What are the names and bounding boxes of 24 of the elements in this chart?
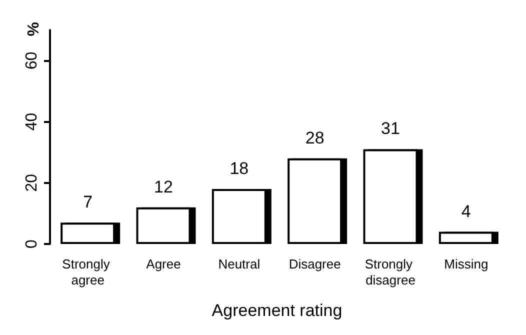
data-label: 4 [461,202,471,221]
bar [438,232,494,244]
data-label: 12 [154,177,173,196]
x-tick-label: Missing [444,256,488,272]
y-axis-title: % [26,22,42,36]
bar [136,207,191,244]
x-tick-label: Agree [146,256,181,272]
data-label: 7 [83,192,93,212]
x-axis-title: Agreement rating [212,301,342,320]
bar [363,149,418,244]
data-label: 18 [230,158,249,178]
bar [60,222,116,244]
y-tick-label: 20 [24,174,40,192]
x-tick-label: Neutral [218,256,260,272]
data-label: 31 [381,119,400,138]
data-label: 28 [305,128,324,148]
x-tick-label: Strongly disagree [364,256,416,288]
y-tick-label: 0 [24,239,40,248]
bar [288,158,342,244]
y-tick-label: 60 [24,52,40,70]
y-tick-label: 40 [24,112,40,131]
bar [212,188,266,244]
x-tick-label: Disagree [288,256,341,272]
x-tick-label: Strongly agree [62,256,114,288]
